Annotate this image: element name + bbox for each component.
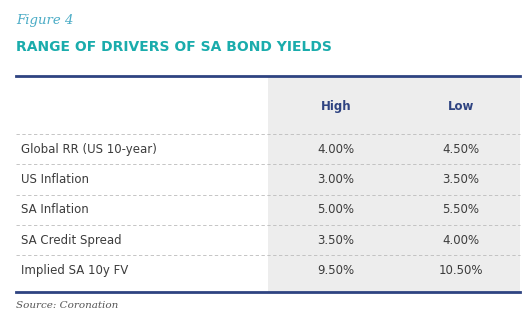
Text: 5.50%: 5.50% — [442, 203, 479, 216]
Bar — [268, 76, 520, 292]
Text: 3.50%: 3.50% — [318, 234, 354, 247]
Text: Global RR (US 10-year): Global RR (US 10-year) — [21, 143, 157, 156]
Text: 9.50%: 9.50% — [318, 264, 354, 277]
Text: Source: Coronation: Source: Coronation — [16, 301, 118, 310]
Text: 4.50%: 4.50% — [442, 143, 479, 156]
Text: RANGE OF DRIVERS OF SA BOND YIELDS: RANGE OF DRIVERS OF SA BOND YIELDS — [16, 40, 332, 54]
Text: High: High — [321, 100, 351, 113]
Text: Implied SA 10y FV: Implied SA 10y FV — [21, 264, 129, 277]
Text: 5.00%: 5.00% — [318, 203, 354, 216]
Text: Figure 4: Figure 4 — [16, 14, 73, 27]
Text: SA Credit Spread: SA Credit Spread — [21, 234, 122, 247]
Text: Low: Low — [448, 100, 474, 113]
Text: 3.50%: 3.50% — [442, 173, 479, 186]
Text: 4.00%: 4.00% — [318, 143, 354, 156]
Text: 10.50%: 10.50% — [439, 264, 483, 277]
Text: US Inflation: US Inflation — [21, 173, 89, 186]
Text: SA Inflation: SA Inflation — [21, 203, 89, 216]
Text: 3.00%: 3.00% — [318, 173, 354, 186]
Text: 4.00%: 4.00% — [442, 234, 479, 247]
